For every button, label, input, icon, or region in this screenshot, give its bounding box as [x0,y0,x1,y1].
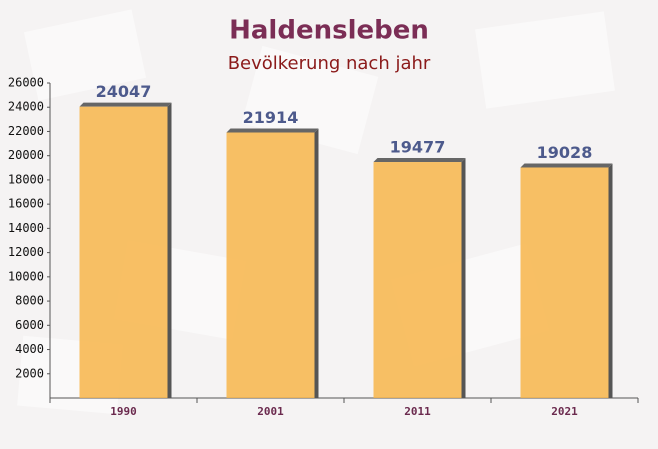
bar-shadow [373,158,466,163]
bar-shadow [167,102,172,398]
chart-subtitle: Bevölkerung nach jahr [228,53,431,74]
x-tick-label: 2011 [404,405,431,418]
bar [373,162,462,398]
bar-shadow [461,158,466,398]
bar-shadow [314,128,319,398]
chart-title: Haldensleben [229,16,429,46]
y-tick-label: 8000 [15,294,44,308]
y-tick-label: 2000 [15,366,44,380]
y-tick-label: 26000 [8,76,44,90]
bar-shadow [608,163,613,398]
y-tick-label: 6000 [15,318,44,332]
bar-shadow [79,102,172,107]
y-tick-label: 10000 [8,269,44,283]
x-tick-label: 2001 [257,405,284,418]
value-label: 19028 [537,143,593,162]
bar-shadow [226,128,319,133]
bar [226,132,315,398]
y-tick-label: 24000 [8,100,44,114]
bar [79,106,168,398]
y-tick-label: 12000 [8,245,44,259]
bar-shadow [520,163,613,168]
bar [520,167,609,398]
y-tick-label: 16000 [8,197,44,211]
y-tick-label: 18000 [8,172,44,186]
value-label: 19477 [390,138,446,157]
value-label: 21914 [243,108,299,127]
y-tick-label: 14000 [8,221,44,235]
y-tick-label: 22000 [8,124,44,138]
x-tick-label: 1990 [110,405,137,418]
value-label: 24047 [96,82,152,101]
y-tick-label: 20000 [8,148,44,162]
y-tick-label: 4000 [15,342,44,356]
x-tick-label: 2021 [551,405,578,418]
